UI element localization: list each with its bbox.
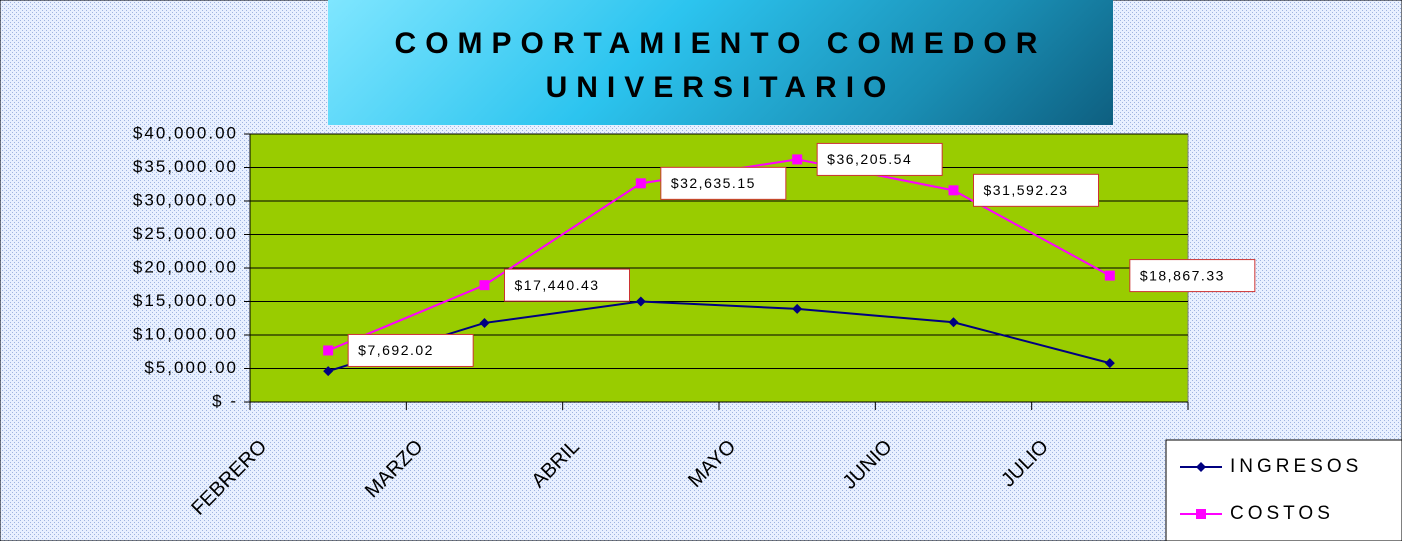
data-label-box <box>660 166 787 200</box>
y-tick-label: $5,000.00 <box>144 358 238 377</box>
y-tick-label: $25,000.00 <box>133 224 238 243</box>
marker <box>479 317 490 328</box>
marker <box>1104 358 1115 369</box>
legend-marker <box>1196 509 1206 519</box>
marker <box>948 185 959 196</box>
y-tick-label: $35,000.00 <box>133 157 238 176</box>
marker <box>479 280 490 291</box>
data-label: $7,692.02 <box>358 342 434 358</box>
data-label-box <box>973 173 1099 207</box>
data-label: $31,592.23 <box>984 182 1069 198</box>
data-label: $32,635.15 <box>671 175 756 191</box>
marker <box>792 154 803 165</box>
marker <box>635 178 646 189</box>
legend-box <box>1165 439 1402 541</box>
marker <box>792 303 803 314</box>
y-tick-label: $20,000.00 <box>133 257 238 276</box>
legend-marker <box>1196 462 1206 472</box>
y-tick-label: $30,000.00 <box>133 190 238 209</box>
marker <box>635 296 646 307</box>
chart-title: COMPORTAMIENTO COMEDOR UNIVERSITARIO <box>328 0 1113 125</box>
y-tick-label: $40,000.00 <box>133 123 238 142</box>
legend-label: COSTOS <box>1230 503 1334 524</box>
data-label: $17,440.43 <box>515 277 600 293</box>
series-line <box>327 300 1111 373</box>
data-label-box <box>1129 259 1256 293</box>
marker <box>948 317 959 328</box>
y-tick-label: $10,000.00 <box>133 324 238 343</box>
y-tick-label: $15,000.00 <box>133 291 238 310</box>
data-label-box <box>504 268 630 302</box>
data-label-box <box>816 142 943 176</box>
marker <box>323 366 334 377</box>
data-label: $36,205.54 <box>827 151 912 167</box>
marker <box>1104 270 1115 281</box>
marker <box>323 345 334 356</box>
data-label: $18,867.33 <box>1140 267 1225 283</box>
legend-label: INGRESOS <box>1230 456 1362 477</box>
data-label-box <box>347 333 474 367</box>
y-tick-label: $ - <box>212 391 238 410</box>
